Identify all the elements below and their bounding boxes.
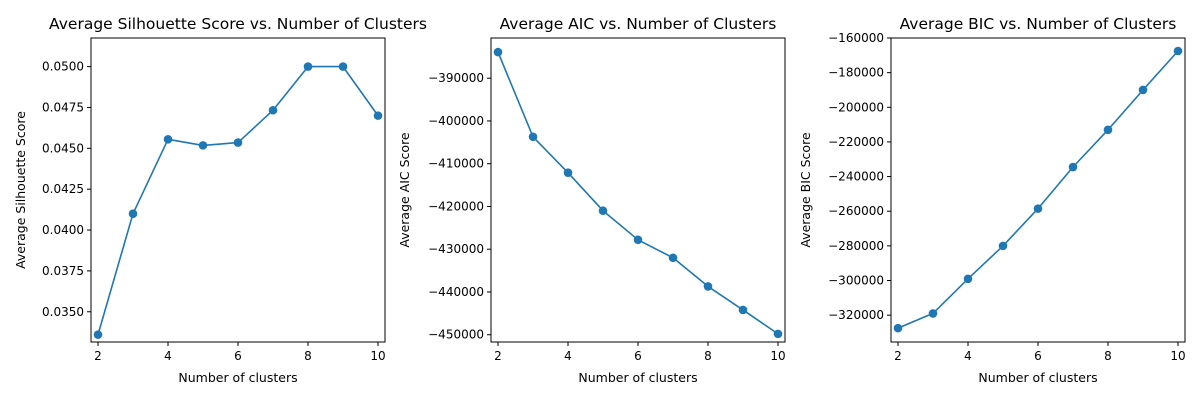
silhouette-x-axis-label: Number of clusters <box>178 370 297 385</box>
silhouette-data-point <box>233 138 243 147</box>
silhouette-x-tick-label: 8 <box>304 349 312 363</box>
aic-y-tick-label: −390000 <box>428 71 484 85</box>
silhouette-axes-frame <box>90 37 386 343</box>
silhouette-data-point <box>373 111 383 120</box>
bic-x-tick-label: 6 <box>1034 349 1042 363</box>
silhouette-x-tick-label: 4 <box>164 349 172 363</box>
silhouette-y-tick-label: 0.0450 <box>42 141 84 155</box>
aic-axes-frame <box>490 37 786 343</box>
aic-chart-title: Average AIC vs. Number of Clusters <box>500 15 777 33</box>
bic-data-point <box>893 323 903 333</box>
aic-data-point <box>598 206 608 216</box>
bic-y-tick-label: −180000 <box>828 66 884 80</box>
aic-y-tick-label: −420000 <box>428 199 484 213</box>
bic-data-point <box>1173 46 1183 56</box>
bic-data-point <box>1138 85 1148 95</box>
silhouette-y-tick-label: 0.0375 <box>42 264 84 278</box>
silhouette-x-tick-label: 6 <box>234 349 242 363</box>
silhouette-data-point <box>198 141 208 150</box>
silhouette-y-tick-label: 0.0400 <box>42 223 84 237</box>
aic-x-tick-label: 8 <box>704 349 712 363</box>
bic-data-point <box>998 241 1008 251</box>
bic-y-tick-label: −240000 <box>828 170 884 184</box>
aic-x-axis-label: Number of clusters <box>578 370 697 385</box>
silhouette-y-tick-label: 0.0425 <box>42 182 84 196</box>
aic-data-point <box>773 329 783 339</box>
silhouette-x-tick-label: 2 <box>94 349 102 363</box>
aic-plot-area: 2 4 6 8 10 −390000 −400000 −410000 −420000 −43000… <box>428 37 786 363</box>
silhouette-data-point <box>338 62 348 71</box>
bic-series-line <box>897 50 1179 329</box>
bic-x-tick-label: 8 <box>1104 349 1112 363</box>
silhouette-data-point <box>93 330 103 339</box>
silhouette-data-point <box>163 135 173 144</box>
bic-data-point <box>1068 162 1078 172</box>
aic-data-point <box>633 235 643 245</box>
bic-y-tick-label: −160000 <box>828 31 884 45</box>
bic-plot-area: 2 4 6 8 10 −320000 −300000 −280000 −260000 −24000… <box>828 31 1186 363</box>
aic-data-point <box>738 305 748 315</box>
silhouette-chart-title: Average Silhouette Score vs. Number of C… <box>49 15 427 33</box>
bic-chart: Average BIC vs. Number of Clusters Numbe… <box>798 15 1186 385</box>
bic-data-point <box>1103 125 1113 135</box>
aic-y-axis-label: Average AIC Score <box>397 132 412 248</box>
aic-y-tick-label: −410000 <box>428 157 484 171</box>
bic-y-tick-label: −320000 <box>828 308 884 322</box>
silhouette-data-point <box>128 209 138 218</box>
aic-y-tick-label: −430000 <box>428 242 484 256</box>
aic-data-point <box>528 132 538 142</box>
bic-y-tick-label: −280000 <box>828 239 884 253</box>
bic-data-point <box>1033 204 1043 213</box>
silhouette-plot-area: 2 4 6 8 10 0.0350 0.0375 0.0400 0.0425 0.0450 0.04… <box>42 37 386 363</box>
aic-x-tick-label: 6 <box>634 349 642 363</box>
bic-data-point <box>928 309 938 318</box>
silhouette-y-tick-label: 0.0350 <box>42 305 84 319</box>
bic-x-tick-label: 2 <box>894 349 902 363</box>
bic-x-tick-label: 4 <box>964 349 972 363</box>
bic-y-tick-label: −260000 <box>828 204 884 218</box>
aic-y-tick-label: −440000 <box>428 285 484 299</box>
aic-data-point <box>668 253 678 263</box>
silhouette-data-point <box>268 105 278 115</box>
aic-x-tick-label: 2 <box>494 349 502 363</box>
silhouette-y-axis-label: Average Silhouette Score <box>13 111 28 269</box>
silhouette-x-tick-label: 10 <box>370 349 385 363</box>
bic-data-point <box>963 274 973 284</box>
bic-axes-frame <box>890 37 1186 343</box>
bic-y-axis-label: Average BIC Score <box>798 132 813 248</box>
aic-y-tick-label: −400000 <box>428 114 484 128</box>
aic-series-line <box>497 51 779 335</box>
silhouette-chart: Average Silhouette Score vs. Number of C… <box>13 15 427 385</box>
aic-data-point <box>493 47 503 57</box>
silhouette-y-tick-label: 0.0500 <box>42 60 84 74</box>
bic-x-tick-label: 10 <box>1170 349 1185 363</box>
aic-data-point <box>563 168 573 177</box>
aic-x-tick-label: 4 <box>564 349 572 363</box>
bic-y-tick-label: −200000 <box>828 100 884 114</box>
aic-x-tick-label: 10 <box>770 349 785 363</box>
bic-x-axis-label: Number of clusters <box>978 370 1097 385</box>
bic-chart-title: Average BIC vs. Number of Clusters <box>900 15 1177 33</box>
bic-y-tick-label: −300000 <box>828 274 884 288</box>
aic-y-tick-label: −450000 <box>428 328 484 342</box>
bic-y-tick-label: −220000 <box>828 135 884 149</box>
silhouette-y-tick-label: 0.0475 <box>42 100 84 114</box>
silhouette-data-point <box>303 62 313 71</box>
silhouette-series-line <box>97 65 379 335</box>
aic-data-point <box>703 282 713 291</box>
aic-chart: Average AIC vs. Number of Clusters Numbe… <box>397 15 786 385</box>
